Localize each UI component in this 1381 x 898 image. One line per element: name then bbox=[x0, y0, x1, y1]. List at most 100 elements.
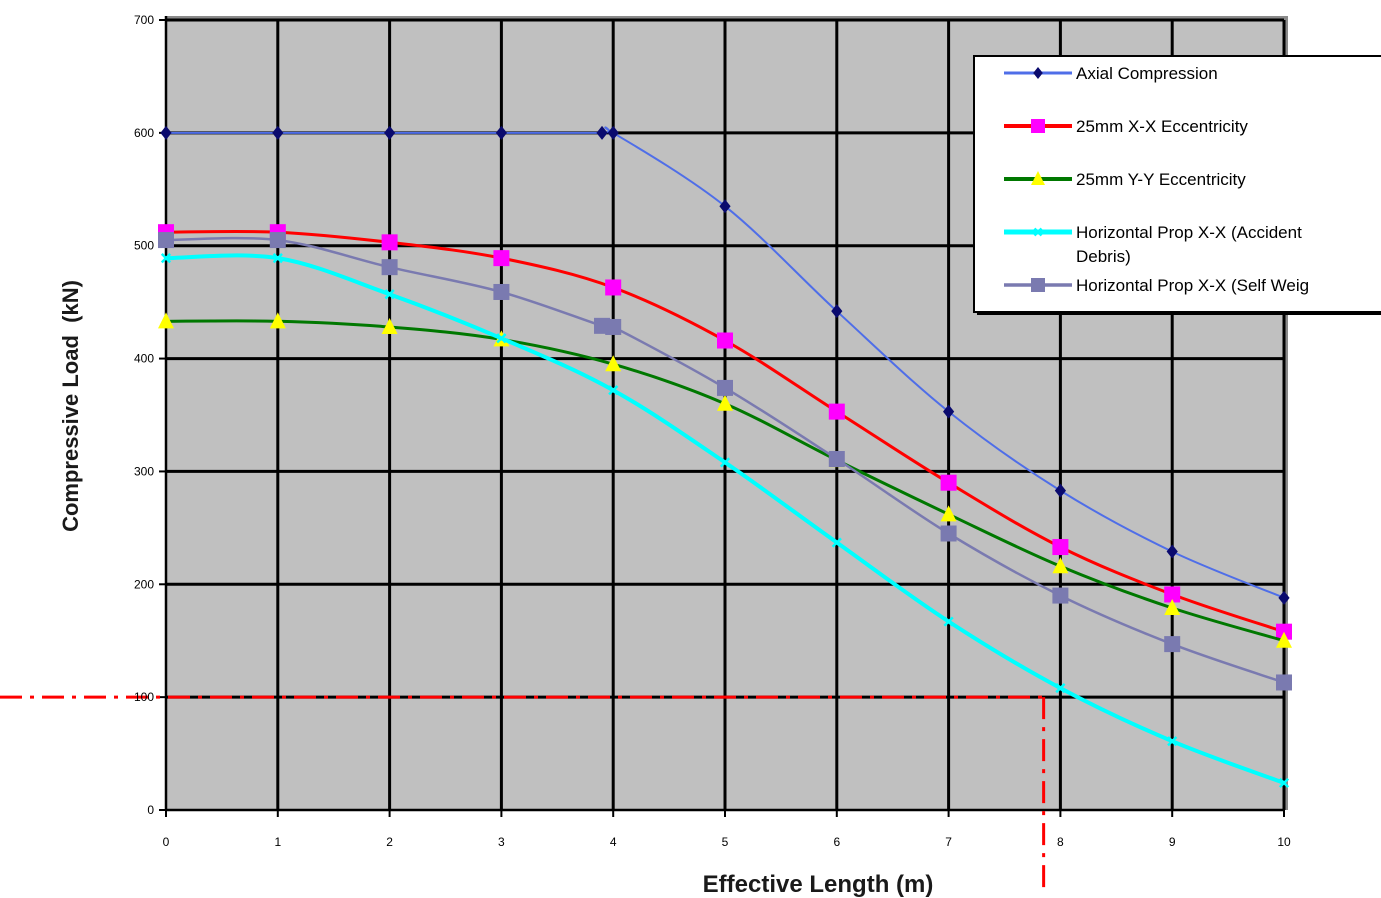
legend-entry-1: 25mm X-X Eccentricity bbox=[1004, 117, 1248, 136]
series-0-point-8 bbox=[943, 404, 955, 419]
series-4-point-2 bbox=[381, 259, 398, 276]
series-4-point-11 bbox=[1276, 674, 1292, 691]
series-1-point-7 bbox=[940, 474, 957, 491]
series-3-point-8 bbox=[1055, 683, 1066, 694]
series-3 bbox=[160, 253, 1290, 788]
series-1-point-2 bbox=[381, 234, 398, 251]
series-1 bbox=[158, 224, 1292, 640]
x-tick-label-4: 4 bbox=[610, 835, 617, 849]
legend-label-3-1: Debris) bbox=[1076, 247, 1131, 266]
legend-entry-0: Axial Compression bbox=[1004, 64, 1218, 83]
x-tick-label-8: 8 bbox=[1057, 835, 1064, 849]
series-0-point-2 bbox=[384, 125, 396, 140]
legend-label-0-0: Axial Compression bbox=[1076, 64, 1218, 83]
series-3-point-0 bbox=[160, 253, 172, 264]
y-tick-label-200: 200 bbox=[134, 577, 154, 591]
legend-entry-4: Horizontal Prop X-X (Self Weig bbox=[1004, 276, 1309, 295]
annotations bbox=[0, 695, 1046, 888]
series-4-point-8 bbox=[940, 525, 957, 542]
series-4-point-1 bbox=[269, 232, 286, 249]
x-tick-label-0: 0 bbox=[163, 835, 170, 849]
x-tick-label-5: 5 bbox=[722, 835, 729, 849]
series-4-point-0 bbox=[158, 232, 174, 249]
series-3-point-1 bbox=[272, 253, 283, 264]
series-3-point-3 bbox=[496, 333, 507, 344]
series-3-point-4 bbox=[608, 385, 619, 396]
series-2-point-10 bbox=[1276, 631, 1292, 648]
series-4-point-3 bbox=[493, 283, 510, 300]
y-tick-label-300: 300 bbox=[134, 464, 154, 478]
series-0-point-0 bbox=[160, 125, 172, 140]
x-tick-label-6: 6 bbox=[833, 835, 840, 849]
series-0-point-1 bbox=[272, 125, 284, 140]
series-group bbox=[158, 125, 1292, 788]
series-2-point-9 bbox=[1164, 598, 1181, 615]
series-1-point-4 bbox=[605, 279, 622, 296]
series-2-point-5 bbox=[717, 394, 733, 411]
series-4-point-9 bbox=[1052, 587, 1069, 604]
series-1-point-3 bbox=[493, 250, 510, 267]
series-2-point-7 bbox=[940, 505, 957, 522]
legend-label-2-0: 25mm Y-Y Eccentricity bbox=[1076, 170, 1246, 189]
legend-entry-3: Horizontal Prop X-X (Accident Debris) bbox=[1004, 223, 1302, 266]
series-3-point-10 bbox=[1278, 777, 1290, 788]
y-tick-label-500: 500 bbox=[134, 239, 154, 253]
legend-swatch-marker-2 bbox=[1031, 171, 1045, 185]
series-1-point-5 bbox=[717, 332, 733, 349]
plot-frame-right bbox=[1284, 16, 1288, 810]
series-0-point-5 bbox=[607, 125, 619, 140]
series-3-point-2 bbox=[384, 289, 395, 300]
series-2-point-1 bbox=[269, 312, 286, 329]
y-tick-label-100: 100 bbox=[134, 690, 154, 704]
x-tick-label-1: 1 bbox=[274, 835, 281, 849]
series-2-point-8 bbox=[1052, 557, 1069, 574]
legend-label-1-0: 25mm X-X Eccentricity bbox=[1076, 117, 1248, 136]
x-tick-label-9: 9 bbox=[1169, 835, 1176, 849]
series-1-point-8 bbox=[1052, 539, 1069, 556]
series-0-point-3 bbox=[495, 125, 507, 140]
series-2-point-4 bbox=[605, 355, 622, 372]
series-2-point-0 bbox=[158, 312, 174, 329]
x-axis-title: Effective Length (m) bbox=[703, 871, 934, 898]
y-tick-label-600: 600 bbox=[134, 126, 154, 140]
series-3-point-7 bbox=[943, 616, 954, 627]
legend-swatch-marker-1 bbox=[1031, 119, 1045, 133]
series-3-point-5 bbox=[719, 457, 731, 468]
x-tick-label-10: 10 bbox=[1277, 835, 1291, 849]
series-4-point-7 bbox=[828, 451, 845, 468]
series-4 bbox=[158, 232, 1292, 691]
legend-swatch-marker-0 bbox=[1033, 67, 1043, 79]
series-0 bbox=[160, 125, 1290, 605]
series-0-point-7 bbox=[831, 304, 843, 319]
series-1-point-9 bbox=[1164, 586, 1181, 603]
series-1-point-6 bbox=[828, 403, 845, 420]
x-tick-label-2: 2 bbox=[386, 835, 393, 849]
legend-label-3-0: Horizontal Prop X-X (Accident bbox=[1076, 223, 1302, 242]
series-4-point-6 bbox=[717, 379, 733, 396]
legend-swatch-marker-3 bbox=[1033, 227, 1043, 237]
tick-labels: 0 100 200 300 400 500 600 700 0 1 2 3 4 5 6 7 8 9 10 bbox=[134, 13, 1291, 849]
series-0-point-4 bbox=[596, 125, 608, 140]
y-tick-label-400: 400 bbox=[134, 352, 154, 366]
legend-swatch-marker-4 bbox=[1031, 278, 1045, 292]
legend: Axial Compression 25mm X-X Eccentricity 25… bbox=[973, 55, 1381, 315]
y-axis-title: Compressive Load (kN) bbox=[58, 280, 83, 532]
x-tick-label-7: 7 bbox=[945, 835, 952, 849]
plot-frame-top bbox=[166, 16, 1288, 20]
y-tick-label-0: 0 bbox=[147, 803, 154, 817]
series-3-point-6 bbox=[831, 537, 842, 548]
y-tick-label-700: 700 bbox=[134, 13, 154, 27]
series-4-point-5 bbox=[605, 318, 622, 335]
legend-entry-2: 25mm Y-Y Eccentricity bbox=[1004, 170, 1246, 189]
axes bbox=[159, 16, 1285, 817]
series-1-point-10 bbox=[1276, 623, 1292, 640]
series-2-point-2 bbox=[381, 317, 398, 334]
series-0-point-11 bbox=[1278, 590, 1290, 605]
x-tick-label-3: 3 bbox=[498, 835, 505, 849]
series-0-point-9 bbox=[1054, 483, 1066, 498]
series-3-point-9 bbox=[1167, 736, 1178, 747]
series-0-point-10 bbox=[1166, 544, 1178, 559]
legend-label-4-0: Horizontal Prop X-X (Self Weig bbox=[1076, 276, 1309, 295]
series-4-point-10 bbox=[1164, 636, 1181, 653]
